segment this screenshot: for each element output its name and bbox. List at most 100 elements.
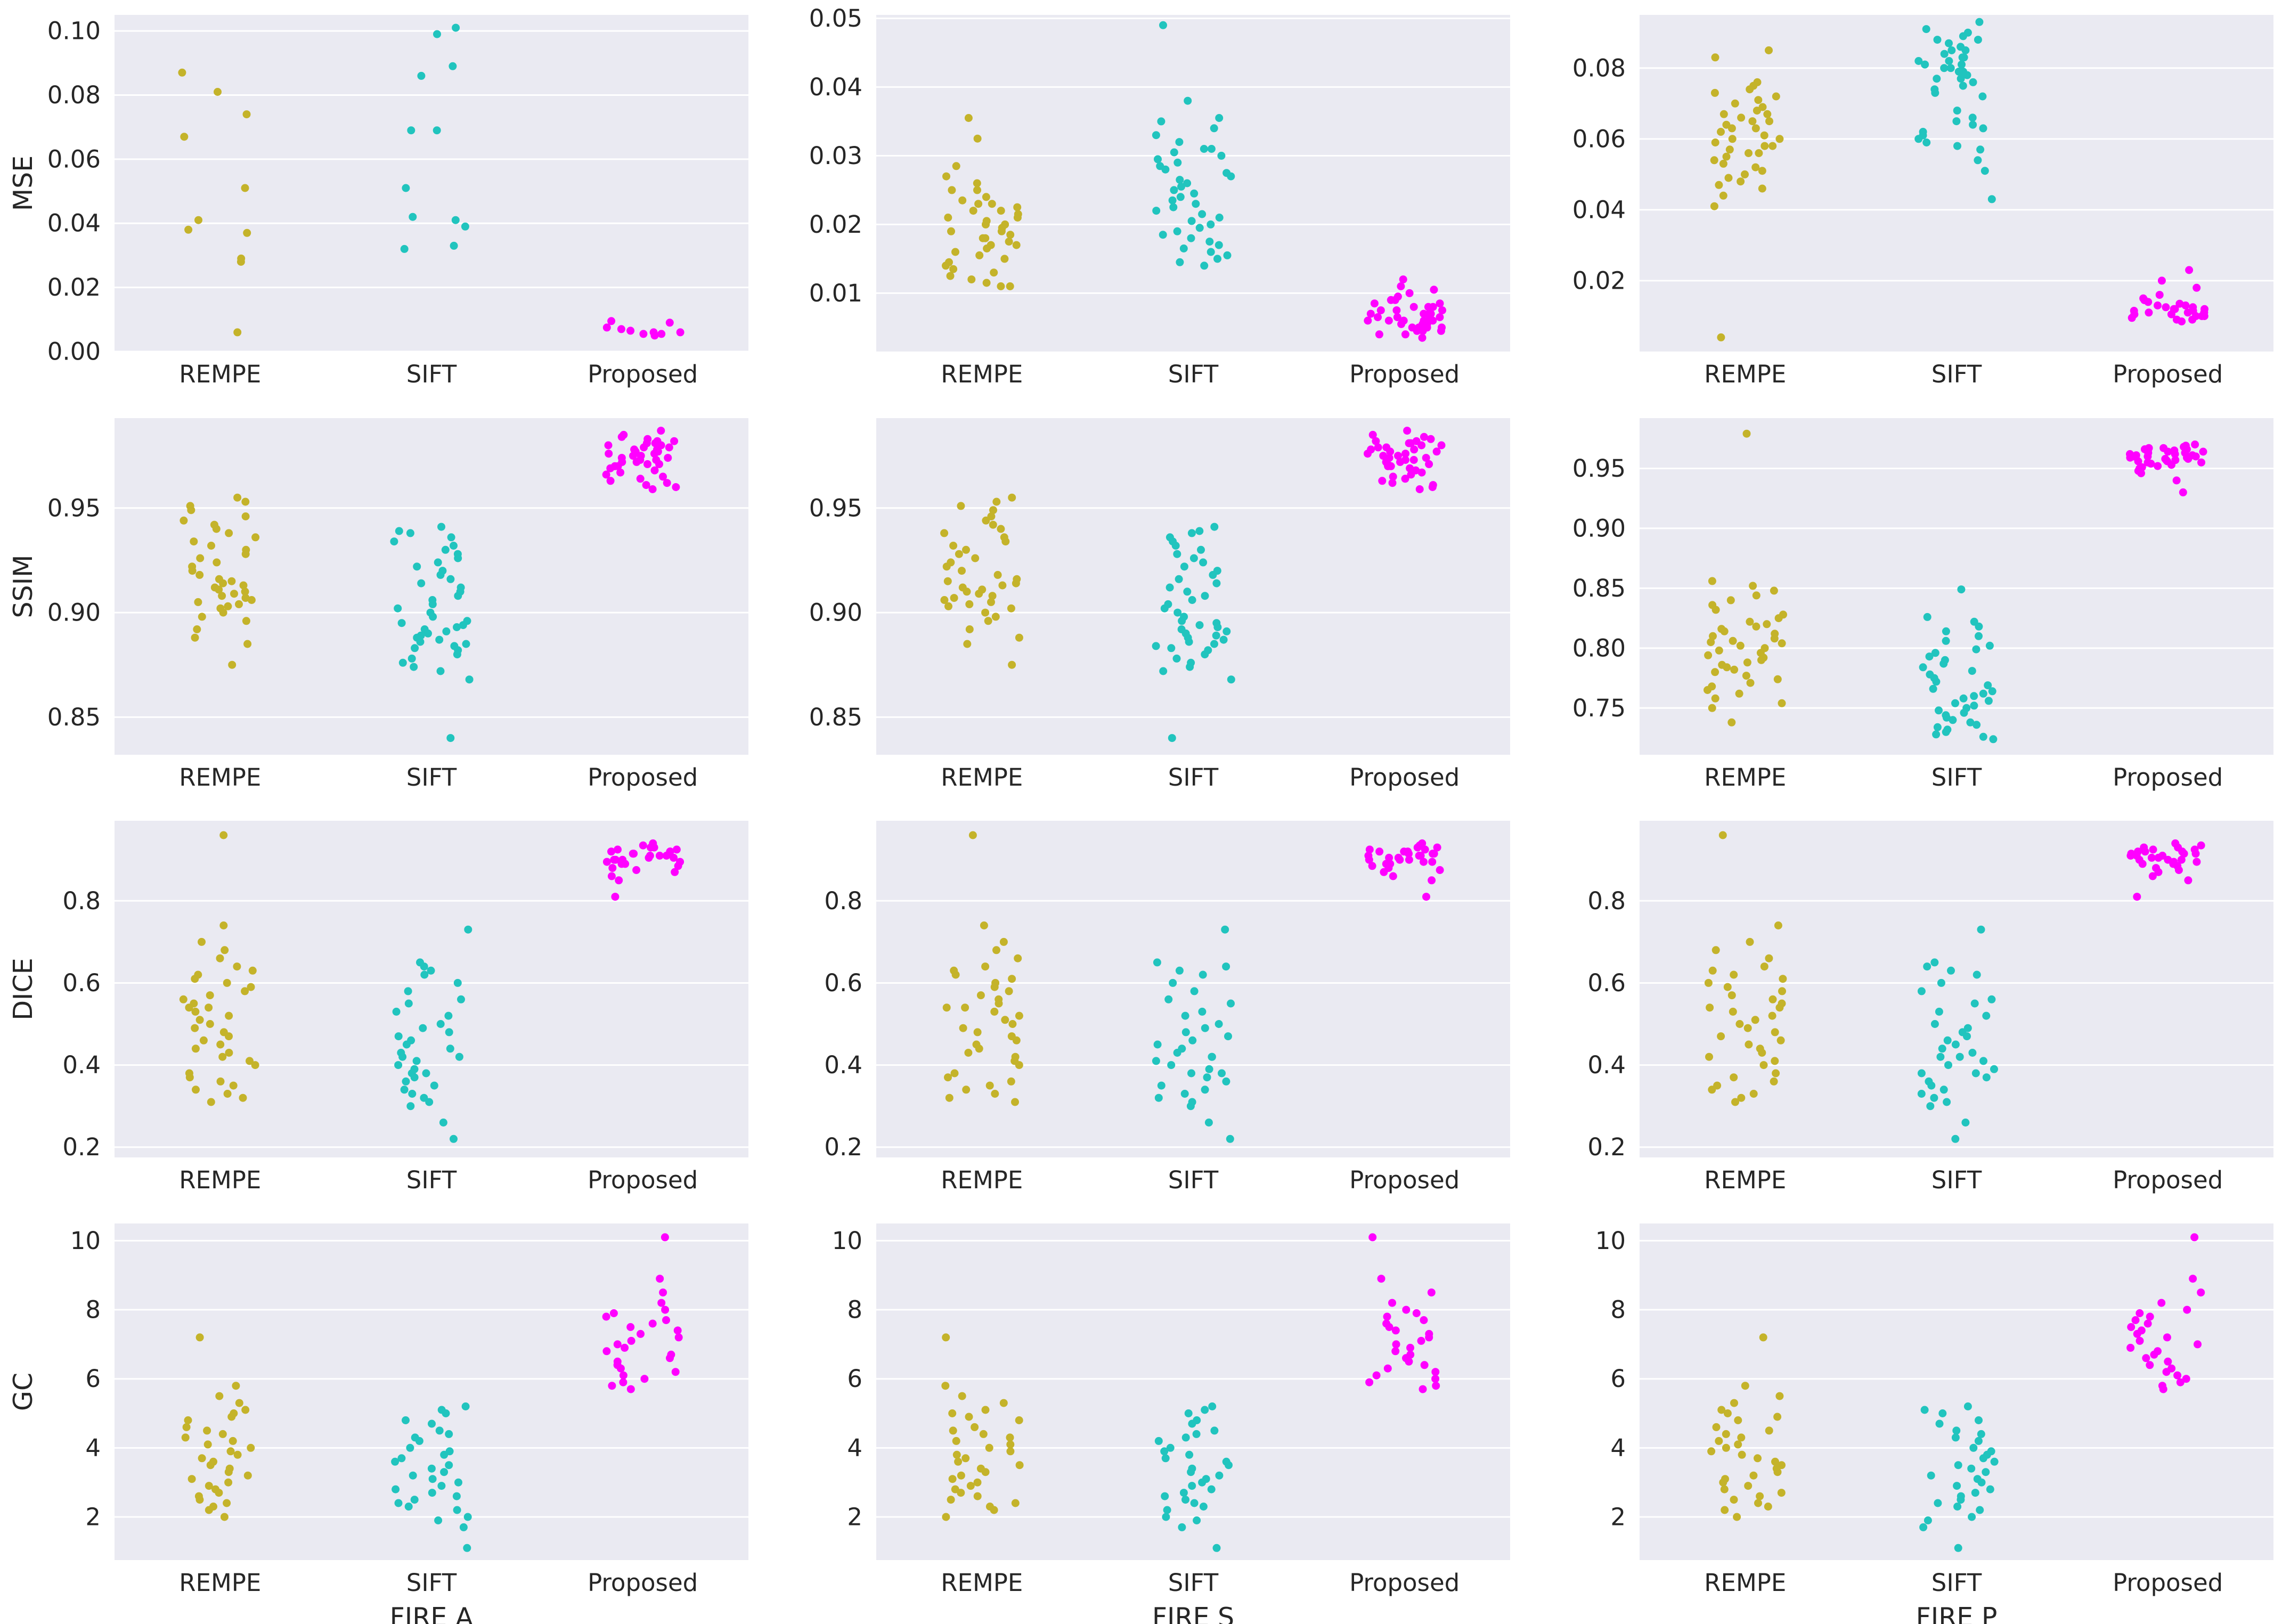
series-sift — [392, 925, 472, 1143]
data-point — [985, 1081, 994, 1090]
data-point — [241, 497, 250, 506]
series-proposed — [602, 427, 680, 493]
y-tick-label: 0.95 — [47, 494, 101, 522]
data-point — [1723, 983, 1732, 991]
data-point — [1922, 25, 1930, 34]
data-point — [207, 542, 215, 550]
data-point — [1971, 1069, 1980, 1078]
data-point — [613, 1340, 622, 1349]
data-point — [1730, 665, 1739, 674]
data-point — [1210, 640, 1218, 648]
data-point — [619, 1378, 627, 1386]
data-point — [1746, 617, 1754, 626]
data-point — [1420, 309, 1428, 318]
data-point — [1217, 151, 1226, 160]
data-point — [958, 1392, 966, 1400]
data-point — [665, 319, 674, 327]
data-point — [1161, 1492, 1169, 1500]
x-tick-label: Proposed — [1349, 763, 1460, 791]
data-point — [1210, 124, 1218, 133]
y-tick-label: 0.02 — [809, 210, 862, 239]
data-point — [1161, 165, 1170, 174]
data-point — [606, 477, 615, 485]
data-point — [1719, 159, 1727, 168]
y-tick-label: 10 — [832, 1227, 862, 1255]
data-point — [205, 1482, 213, 1490]
data-point — [642, 481, 650, 489]
data-point — [940, 596, 949, 604]
data-point — [621, 1343, 629, 1352]
data-point — [659, 472, 667, 481]
data-point — [1765, 1426, 1773, 1435]
data-point — [608, 864, 617, 872]
data-point — [662, 1316, 670, 1324]
data-point — [2191, 452, 2200, 461]
data-point — [1968, 1513, 1976, 1521]
data-point — [1775, 135, 1784, 143]
data-point — [1175, 138, 1184, 146]
data-point — [1765, 117, 1773, 126]
data-point — [230, 590, 238, 598]
data-point — [632, 866, 641, 874]
data-point — [2148, 872, 2157, 880]
data-point — [446, 734, 455, 742]
data-point — [1422, 893, 1430, 901]
data-point — [463, 1513, 472, 1521]
data-point — [1396, 458, 1404, 466]
data-point — [1768, 1011, 1776, 1020]
data-point — [1715, 646, 1723, 655]
y-axis-label: SSIM — [8, 555, 38, 618]
x-axis-label: FIRE A — [390, 1602, 474, 1624]
data-point — [1712, 606, 1720, 614]
data-point — [1942, 728, 1950, 736]
data-point — [991, 613, 1000, 621]
data-point — [1013, 203, 1022, 211]
series-rempe — [940, 493, 1023, 669]
data-point — [198, 613, 206, 621]
data-point — [1413, 327, 1421, 335]
data-point — [1776, 1036, 1785, 1044]
data-point — [1957, 75, 1965, 83]
data-point — [2163, 1333, 2171, 1342]
data-point — [629, 452, 637, 460]
data-point — [1757, 656, 1765, 664]
data-point — [1979, 124, 1987, 133]
data-point — [1197, 545, 1205, 554]
data-point — [1195, 621, 1204, 630]
data-point — [607, 872, 616, 880]
data-point — [1969, 120, 1977, 129]
data-point — [1957, 1496, 1965, 1504]
y-tick-label: 0.04 — [1572, 195, 1626, 224]
data-point — [1775, 1003, 1784, 1012]
data-point — [1951, 1433, 1960, 1442]
data-point — [219, 921, 228, 929]
data-point — [1152, 131, 1160, 140]
data-point — [2164, 447, 2172, 456]
data-point — [195, 1496, 204, 1504]
data-point — [1741, 170, 1749, 178]
data-point — [1188, 1036, 1197, 1044]
data-point — [1753, 107, 1761, 115]
data-point — [1432, 447, 1441, 456]
data-point — [428, 1489, 436, 1497]
x-tick-label: REMPE — [941, 360, 1023, 388]
y-axis-label: DICE — [8, 958, 38, 1020]
data-point — [1436, 313, 1444, 321]
data-point — [235, 600, 243, 608]
data-point — [2157, 1299, 2166, 1307]
data-point — [1215, 214, 1224, 222]
data-point — [193, 625, 201, 633]
data-point — [1927, 1471, 1935, 1480]
data-point — [1429, 303, 1437, 311]
data-point — [2144, 1319, 2152, 1328]
data-point — [1168, 734, 1176, 742]
data-point — [1958, 60, 1966, 69]
data-point — [981, 1406, 990, 1414]
data-point — [1166, 1443, 1175, 1452]
data-point — [627, 1336, 635, 1345]
data-point — [251, 533, 260, 542]
y-tick-label: 8 — [847, 1296, 862, 1324]
data-point — [981, 234, 990, 242]
data-point — [2162, 1368, 2171, 1376]
data-point — [1774, 614, 1783, 623]
